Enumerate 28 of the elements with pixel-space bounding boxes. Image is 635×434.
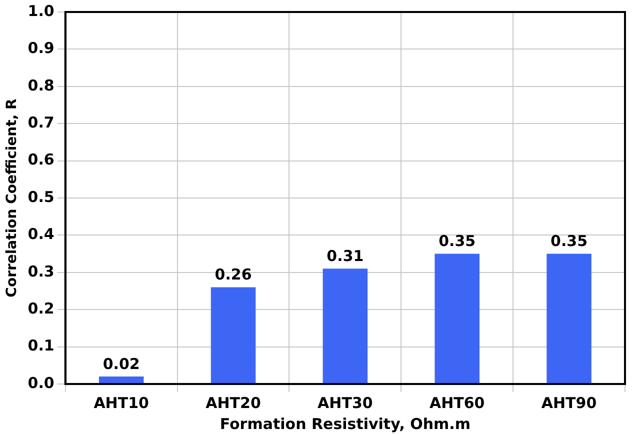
y-tick-label: 0.4 — [28, 225, 54, 244]
y-tick-label: 0.1 — [28, 336, 54, 355]
x-tick-label: AHT90 — [541, 394, 597, 412]
bar — [210, 287, 256, 384]
x-tick-label: AHT60 — [429, 394, 485, 412]
x-tick-label: AHT20 — [206, 394, 261, 412]
y-tick-label: 0.3 — [28, 262, 54, 280]
y-axis-title: Correlation Coefficient, R — [4, 98, 20, 298]
y-tick-label: 0.5 — [28, 188, 54, 206]
data-label: 0.02 — [102, 354, 140, 373]
bar — [98, 376, 144, 384]
y-tick-label: 0.7 — [28, 113, 54, 132]
y-tick-label: 1.0 — [28, 2, 54, 20]
bar — [434, 254, 480, 384]
y-tick-label: 0.6 — [28, 150, 54, 169]
y-tick-label: 0.0 — [28, 374, 54, 392]
data-label: 0.35 — [438, 232, 476, 250]
bar — [322, 268, 368, 384]
x-axis-title: Formation Resistivity, Ohm.m — [220, 414, 471, 433]
x-tick-label: AHT30 — [318, 394, 373, 412]
x-tick-label: AHT10 — [94, 394, 149, 412]
bar — [546, 254, 592, 384]
y-tick-label: 0.9 — [28, 39, 54, 58]
data-label: 0.31 — [326, 247, 364, 266]
y-tick-label: 0.2 — [28, 299, 54, 318]
y-tick-label: 0.8 — [28, 76, 54, 94]
data-label: 0.35 — [550, 232, 588, 250]
data-label: 0.26 — [214, 266, 252, 284]
